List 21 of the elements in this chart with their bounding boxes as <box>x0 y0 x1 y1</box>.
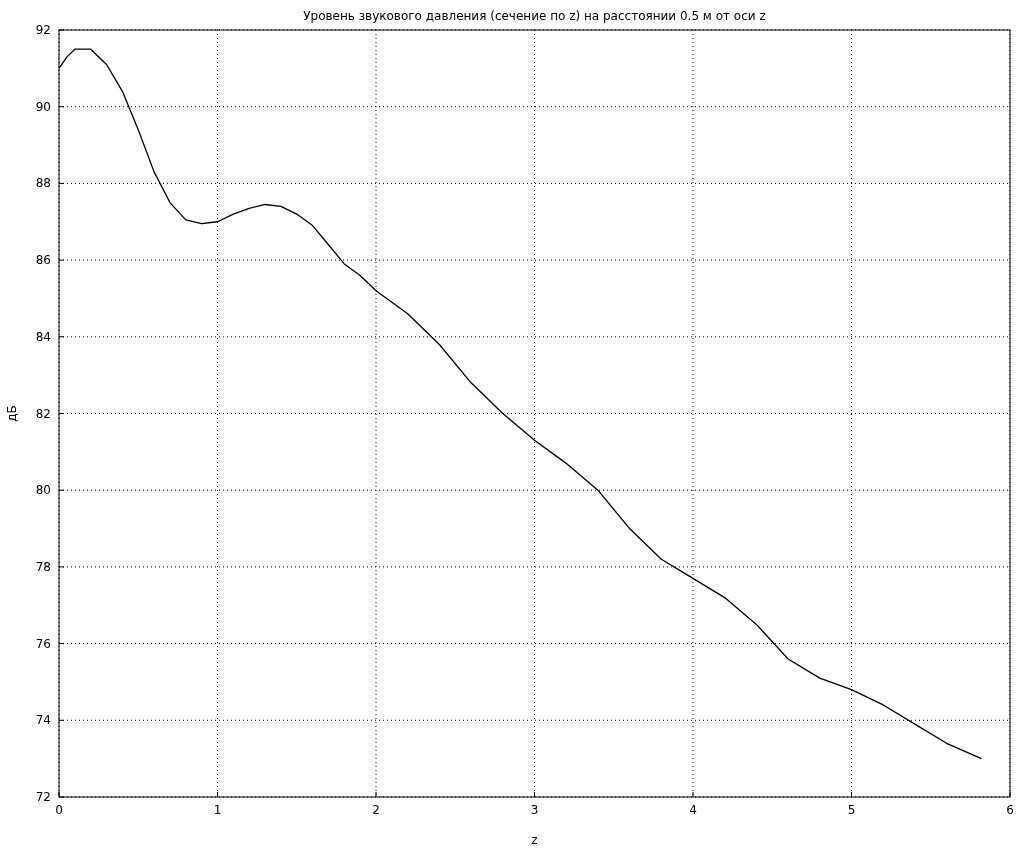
x-axis-title: z <box>531 833 538 847</box>
y-tick-label: 72 <box>35 790 51 804</box>
x-tick-label: 2 <box>372 803 380 817</box>
y-axis-title: дБ <box>5 405 19 422</box>
y-tick-label: 92 <box>35 23 51 37</box>
x-tick-label: 6 <box>1006 803 1014 817</box>
y-tick-label: 76 <box>35 636 51 651</box>
y-tick-label: 84 <box>35 329 51 344</box>
x-tick-label: 5 <box>847 803 856 817</box>
y-tick-label: 82 <box>35 406 51 421</box>
x-tick-label: 3 <box>530 803 539 817</box>
y-tick-label: 78 <box>35 559 51 574</box>
y-tick-label: 88 <box>35 176 51 191</box>
x-tick-label: 1 <box>213 803 222 817</box>
x-tick-label: 0 <box>55 803 63 817</box>
x-tick-label: 4 <box>689 803 697 817</box>
y-tick-label: 86 <box>35 253 51 268</box>
y-tick-label: 74 <box>35 713 51 728</box>
y-tick-label: 80 <box>35 483 51 498</box>
y-tick-label: 90 <box>35 99 51 114</box>
chart-title: Уровень звукового давления (сечение по z) на расстоянии 0.5 м от оси z <box>303 9 766 23</box>
